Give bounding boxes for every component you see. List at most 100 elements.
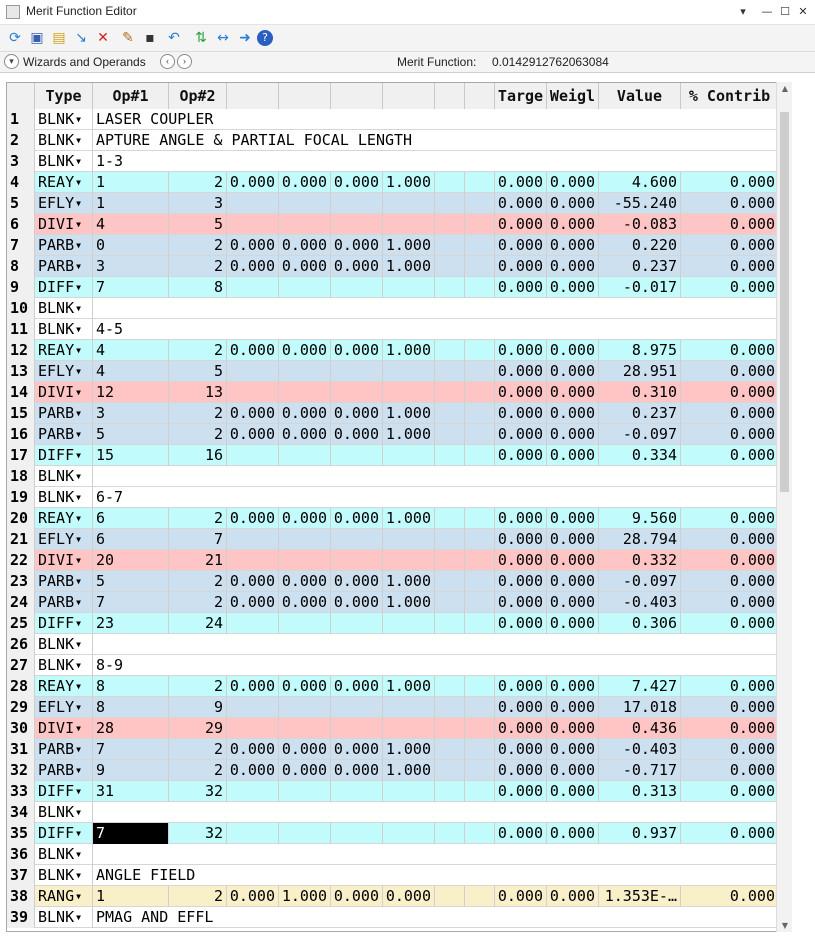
param-cell[interactable] — [383, 823, 435, 844]
weight-cell[interactable]: 0.000 — [547, 277, 599, 298]
type-cell[interactable]: DIFF ▼ — [35, 277, 93, 298]
param-cell[interactable]: 0.000 — [279, 739, 331, 760]
empty-cell[interactable] — [435, 550, 465, 571]
op2-cell[interactable]: 2 — [169, 403, 227, 424]
dropdown-arrow-icon[interactable]: ▼ — [76, 178, 81, 187]
table-row[interactable]: 11 BLNK ▼ 4-5 — [7, 319, 779, 340]
table-row[interactable]: 34 BLNK ▼ — [7, 802, 779, 823]
op1-cell[interactable]: 1 — [93, 886, 169, 907]
param-cell[interactable] — [331, 277, 383, 298]
empty-cell[interactable] — [435, 235, 465, 256]
table-row[interactable]: 35 DIFF ▼ 7 32 0.000 0.000 0.937 0.000 — [7, 823, 779, 844]
param-cell[interactable]: 0.000 — [331, 340, 383, 361]
type-cell[interactable]: BLNK ▼ — [35, 865, 93, 886]
table-row[interactable]: 38 RANG ▼ 1 2 0.000 1.000 0.000 0.000 0.000 0.000 1… — [7, 886, 779, 907]
empty-cell[interactable] — [465, 571, 495, 592]
op1-cell[interactable]: 0 — [93, 235, 169, 256]
table-row[interactable]: 8 PARB ▼ 3 2 0.000 0.000 0.000 1.000 0.000 0.000 0.… — [7, 256, 779, 277]
dropdown-arrow-icon[interactable]: ▼ — [76, 493, 81, 502]
op2-cell[interactable]: 2 — [169, 340, 227, 361]
op1-cell[interactable]: 8 — [93, 697, 169, 718]
param-cell[interactable] — [383, 613, 435, 634]
op2-cell[interactable]: 2 — [169, 886, 227, 907]
op1-cell[interactable]: 7 — [93, 592, 169, 613]
op1-cell[interactable]: 1 — [93, 172, 169, 193]
comment-cell[interactable] — [93, 802, 96, 823]
param-cell[interactable] — [279, 445, 331, 466]
param-cell[interactable] — [331, 382, 383, 403]
value-header[interactable]: Value — [599, 83, 681, 109]
type-cell[interactable]: BLNK ▼ — [35, 655, 93, 676]
op2-header[interactable]: Op#2 — [169, 83, 227, 109]
param-cell[interactable]: 0.000 — [331, 886, 383, 907]
op1-cell[interactable]: 15 — [93, 445, 169, 466]
type-cell[interactable]: BLNK ▼ — [35, 487, 93, 508]
op1-cell[interactable]: 6 — [93, 508, 169, 529]
op1-cell[interactable]: 20 — [93, 550, 169, 571]
table-row[interactable]: 39 BLNK ▼ PMAG AND EFFL — [7, 907, 779, 928]
target-cell[interactable]: 0.000 — [495, 235, 547, 256]
param-cell[interactable] — [227, 823, 279, 844]
param-cell[interactable] — [227, 382, 279, 403]
param-cell[interactable] — [383, 214, 435, 235]
weight-cell[interactable]: 0.000 — [547, 676, 599, 697]
table-row[interactable]: 18 BLNK ▼ — [7, 466, 779, 487]
param-cell[interactable] — [331, 214, 383, 235]
empty-cell[interactable] — [465, 235, 495, 256]
weight-cell[interactable]: 0.000 — [547, 235, 599, 256]
dropdown-arrow-icon[interactable]: ▼ — [76, 745, 81, 754]
comment-cell[interactable] — [93, 634, 96, 655]
op2-cell[interactable]: 32 — [169, 823, 227, 844]
weight-cell[interactable]: 0.000 — [547, 592, 599, 613]
param-cell[interactable] — [383, 445, 435, 466]
param-cell[interactable]: 0.000 — [227, 592, 279, 613]
dropdown-arrow-icon[interactable]: ▼ — [76, 136, 81, 145]
param-cell[interactable] — [331, 718, 383, 739]
param-cell[interactable]: 1.000 — [383, 235, 435, 256]
table-row[interactable]: 2 BLNK ▼ APTURE ANGLE & PARTIAL FOCAL LENGT… — [7, 130, 779, 151]
param-cell[interactable]: 0.000 — [227, 676, 279, 697]
comment-cell[interactable]: 1-3 — [96, 152, 124, 170]
op1-cell[interactable]: 4 — [93, 214, 169, 235]
op2-cell[interactable]: 29 — [169, 718, 227, 739]
dropdown-arrow-icon[interactable]: ▼ — [76, 430, 81, 439]
target-cell[interactable]: 0.000 — [495, 886, 547, 907]
dropdown-arrow-icon[interactable]: ▼ — [76, 346, 81, 355]
param-cell[interactable]: 1.000 — [383, 340, 435, 361]
empty-cell[interactable] — [465, 508, 495, 529]
param-cell[interactable]: 1.000 — [383, 424, 435, 445]
param-cell[interactable]: 0.000 — [227, 571, 279, 592]
help-icon[interactable]: ? — [257, 30, 273, 46]
param-cell[interactable]: 0.000 — [331, 739, 383, 760]
hy-header[interactable] — [279, 83, 331, 109]
param-cell[interactable]: 1.000 — [383, 172, 435, 193]
px-header[interactable] — [331, 83, 383, 109]
dropdown-arrow-icon[interactable]: ▼ — [76, 262, 81, 271]
dropdown-arrow-icon[interactable]: ▼ — [76, 682, 81, 691]
op1-cell[interactable]: 4 — [93, 340, 169, 361]
empty-cell[interactable] — [435, 508, 465, 529]
param-cell[interactable] — [383, 361, 435, 382]
param-cell[interactable]: 0.000 — [227, 256, 279, 277]
op1-cell[interactable]: 23 — [93, 613, 169, 634]
param-cell[interactable] — [331, 697, 383, 718]
comment-cell[interactable]: ANGLE FIELD — [96, 866, 196, 884]
op2-cell[interactable]: 13 — [169, 382, 227, 403]
target-cell[interactable]: 0.000 — [495, 382, 547, 403]
empty-cell[interactable] — [465, 193, 495, 214]
param-cell[interactable] — [331, 361, 383, 382]
weight-cell[interactable]: 0.000 — [547, 424, 599, 445]
type-cell[interactable]: DIVI ▼ — [35, 214, 93, 235]
param-cell[interactable] — [331, 613, 383, 634]
empty-cell[interactable] — [465, 592, 495, 613]
param-cell[interactable] — [279, 613, 331, 634]
param-cell[interactable] — [383, 382, 435, 403]
empty-cell[interactable] — [435, 760, 465, 781]
weight-cell[interactable]: 0.000 — [547, 445, 599, 466]
param-cell[interactable]: 0.000 — [227, 172, 279, 193]
type-cell[interactable]: PARB ▼ — [35, 235, 93, 256]
empty-cell[interactable] — [435, 781, 465, 802]
weight-cell[interactable]: 0.000 — [547, 508, 599, 529]
empty-cell[interactable] — [435, 445, 465, 466]
param-cell[interactable]: 0.000 — [279, 508, 331, 529]
